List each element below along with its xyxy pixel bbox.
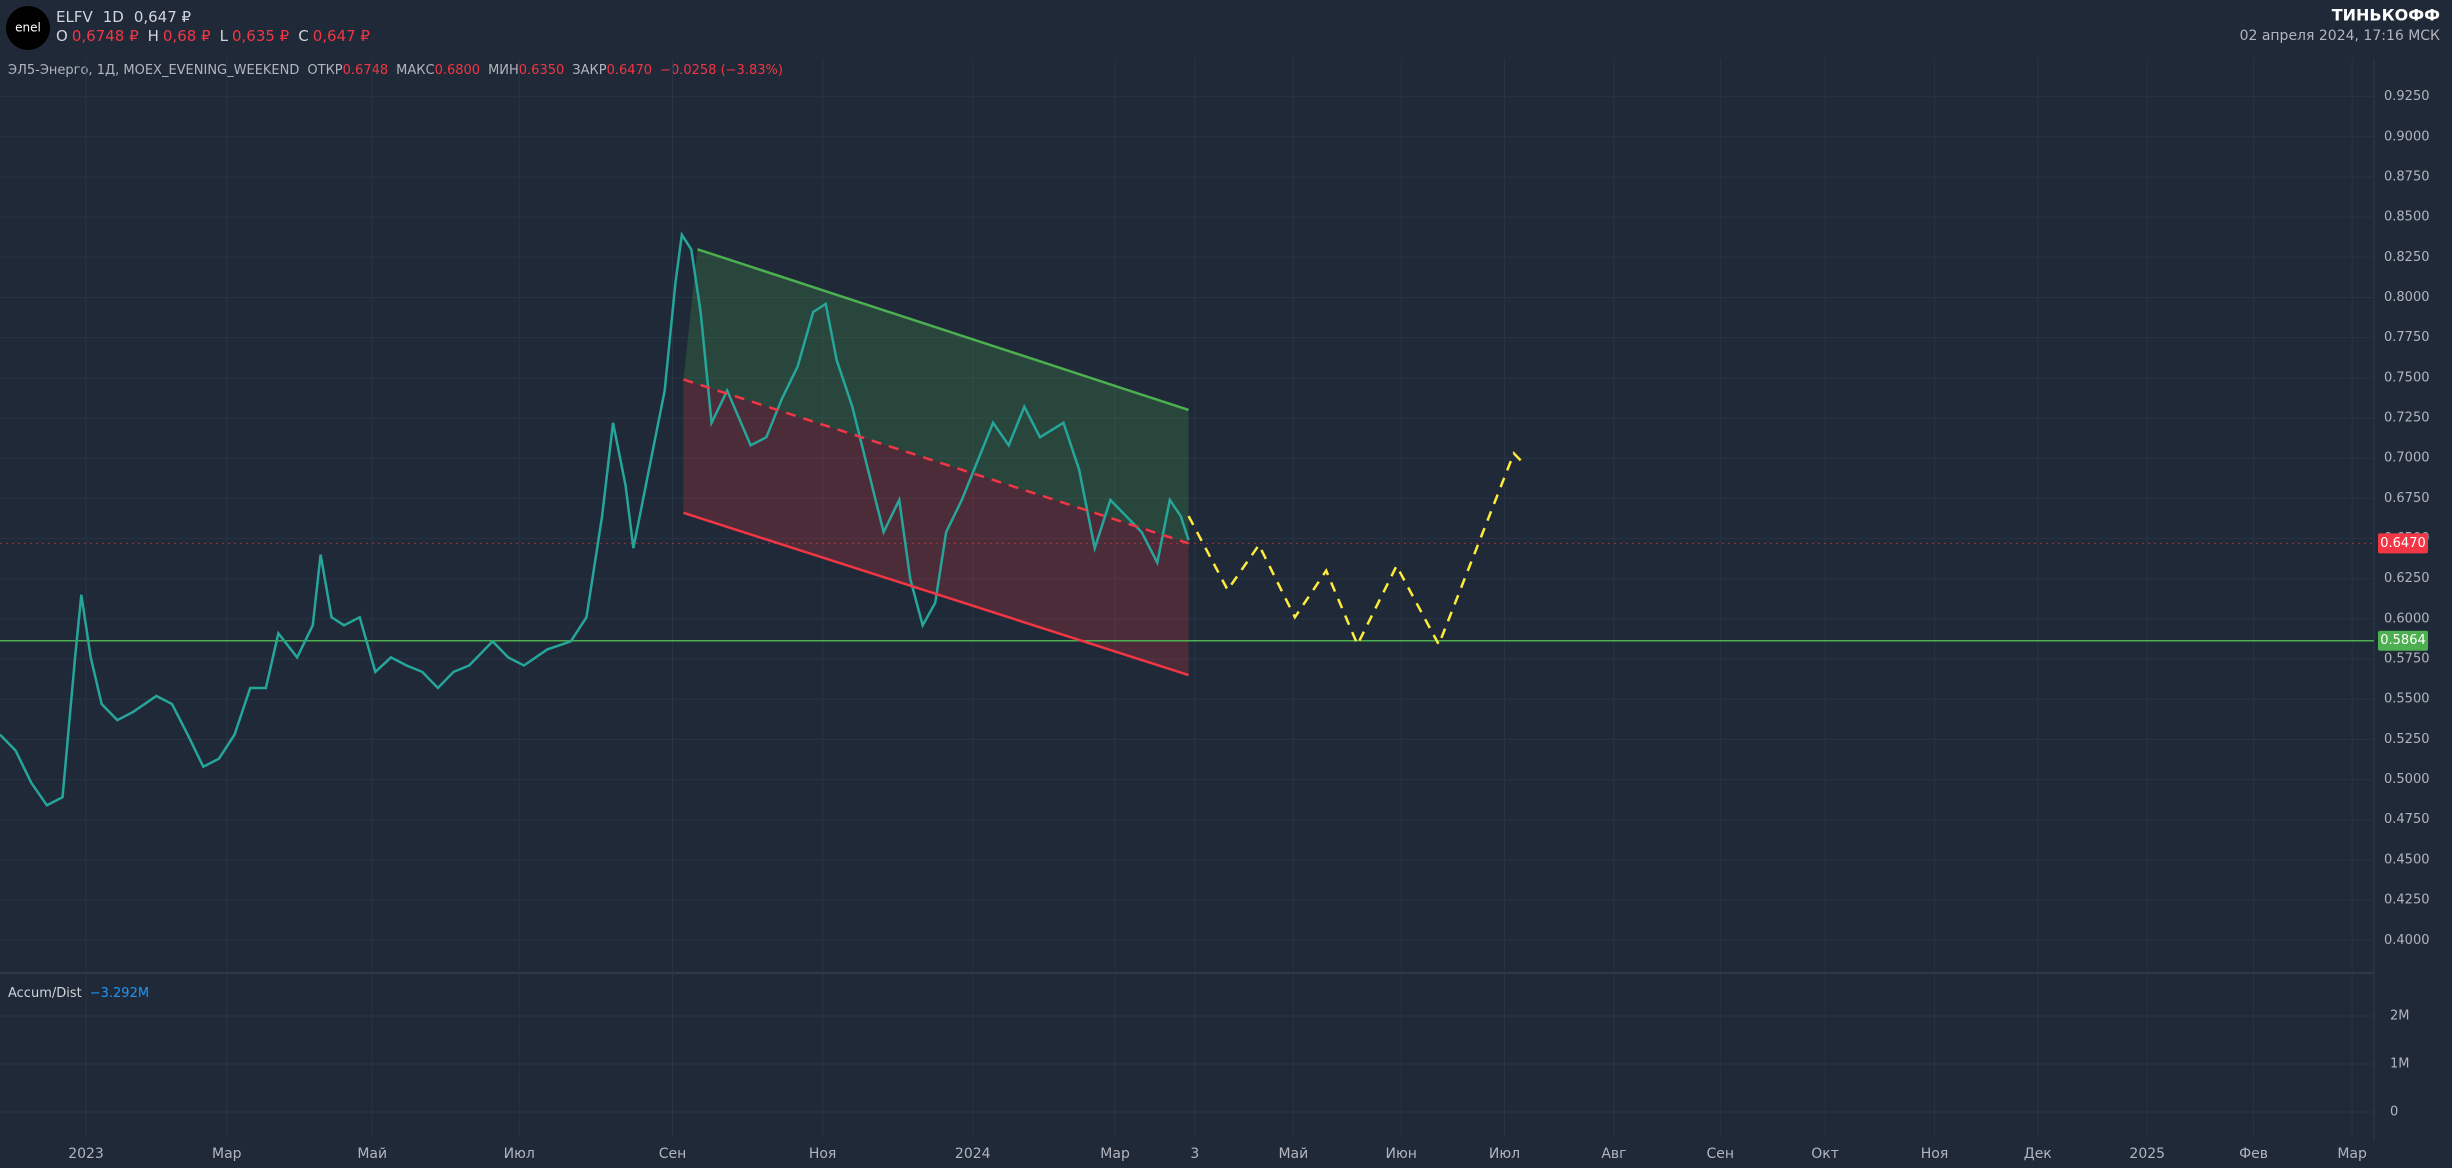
y-tick-label: 0.5500 xyxy=(2384,692,2430,707)
y-tick-label: 0.5750 xyxy=(2384,652,2430,667)
open-label: ОТКР xyxy=(307,63,342,78)
y-tick-label: 0.5000 xyxy=(2384,772,2430,787)
indicator-value: −3.292M xyxy=(90,986,149,1001)
y-tick-label: 0.7750 xyxy=(2384,330,2430,345)
y-tick-label: 0.8500 xyxy=(2384,210,2430,225)
datetime: 02 апреля 2024, 17:16 МСК xyxy=(2240,28,2440,44)
x-tick-label: 2025 xyxy=(2129,1146,2165,1162)
low-label: МИН xyxy=(488,63,519,78)
c-value: 0,647 ₽ xyxy=(313,27,371,45)
l-value: 0,635 ₽ xyxy=(232,27,290,45)
x-tick-label: Ноя xyxy=(1921,1146,1949,1162)
channel-lower xyxy=(683,511,1189,677)
x-tick-label: Фев xyxy=(2239,1146,2268,1162)
x-tick-label: Авг xyxy=(1601,1146,1626,1162)
x-tick-label: Сен xyxy=(1707,1146,1735,1162)
y-tick-label: 0.9000 xyxy=(2384,129,2430,144)
y-tick-label: 0.7250 xyxy=(2384,411,2430,426)
y-tick-label: 0.4750 xyxy=(2384,812,2430,827)
interval: 1D xyxy=(103,8,124,26)
x-tick-label: Ноя xyxy=(809,1146,837,1162)
x-tick-label: Мар xyxy=(212,1146,242,1162)
indicator-legend: Accum/Dist −3.292M xyxy=(8,986,149,1001)
brand: ТИНЬКОФФ xyxy=(2332,6,2440,25)
low-value: 0.6350 xyxy=(519,63,565,78)
forecast-line xyxy=(1187,451,1526,648)
y-tick-label: 0.4250 xyxy=(2384,893,2430,908)
legend-name: ЭЛ5-Энерго, 1Д, MOEX_EVENING_WEEKEND xyxy=(8,63,299,78)
high-value: 0.6800 xyxy=(435,63,481,78)
high-label: МАКС xyxy=(396,63,434,78)
y-tick-label: 0.4000 xyxy=(2384,933,2430,948)
x-tick-label: Дек xyxy=(2024,1146,2052,1162)
channel-upper xyxy=(697,248,1189,412)
x-tick-label: 3 xyxy=(1190,1146,1199,1162)
support-label: 0.5864 xyxy=(2380,633,2426,648)
y-tick-label: 0.8250 xyxy=(2384,250,2430,265)
x-tick-label: Май xyxy=(1278,1146,1308,1162)
h-label: H xyxy=(148,27,159,45)
x-tick-label: Мар xyxy=(2337,1146,2367,1162)
y-tick-label: 0.8750 xyxy=(2384,169,2430,184)
y-tick-label: 0.7500 xyxy=(2384,370,2430,385)
support-tag xyxy=(2378,630,2428,651)
open-value: 0.6748 xyxy=(343,63,389,78)
logo xyxy=(6,6,50,50)
logo-mark: enel xyxy=(15,21,41,35)
symbol: ELFV xyxy=(56,8,93,26)
x-tick-label: Июл xyxy=(504,1146,535,1162)
channel-lower-fill xyxy=(683,379,1189,676)
y-tick-label: 0.6750 xyxy=(2384,491,2430,506)
y-tick-label: 0.4500 xyxy=(2384,852,2430,867)
y-tick-label: 0.6000 xyxy=(2384,611,2430,626)
price-line xyxy=(0,231,1190,807)
y-tick-label: 0.9250 xyxy=(2384,89,2430,104)
y-tick-label: 0.6250 xyxy=(2384,571,2430,586)
close-value: 0.6470 xyxy=(607,63,653,78)
l-label: L xyxy=(220,27,229,45)
x-tick-label: Окт xyxy=(1811,1146,1839,1162)
change: −0.0258 (−3.83%) xyxy=(660,63,783,78)
o-value: 0,6748 ₽ xyxy=(72,27,139,45)
y-tick-label: 0.7000 xyxy=(2384,451,2430,466)
h-value: 0,68 ₽ xyxy=(163,27,211,45)
o-label: O xyxy=(56,27,68,45)
y-tick-label: 0.8000 xyxy=(2384,290,2430,305)
x-tick-label: 2024 xyxy=(955,1146,991,1162)
y-tick-label: 0.5250 xyxy=(2384,732,2430,747)
x-tick-label: 2023 xyxy=(68,1146,104,1162)
indicator-name: Accum/Dist xyxy=(8,986,82,1001)
close-label: ЗАКР xyxy=(572,63,606,78)
indicator-tick-label: 1M xyxy=(2390,1057,2410,1072)
header-line-1: ELFV 1D 0,647 ₽ xyxy=(56,8,192,26)
indicator-tick-label: 0 xyxy=(2390,1105,2398,1120)
x-tick-label: Сен xyxy=(659,1146,687,1162)
x-tick-label: Май xyxy=(357,1146,387,1162)
x-tick-label: Мар xyxy=(1100,1146,1130,1162)
x-tick-label: Июн xyxy=(1386,1146,1417,1162)
x-tick-label: Июл xyxy=(1489,1146,1520,1162)
indicator-tick-label: 2M xyxy=(2390,1008,2410,1023)
legend-line: ЭЛ5-Энерго, 1Д, MOEX_EVENING_WEEKEND ОТКР… xyxy=(8,63,783,78)
header-line-2: O 0,6748 ₽ H 0,68 ₽ L 0,635 ₽ C 0,647 ₽ xyxy=(56,27,370,45)
last-price-tag xyxy=(2378,533,2428,554)
last-price-label: 0.6470 xyxy=(2380,536,2426,551)
c-label: C xyxy=(298,27,308,45)
price: 0,647 ₽ xyxy=(134,8,192,26)
